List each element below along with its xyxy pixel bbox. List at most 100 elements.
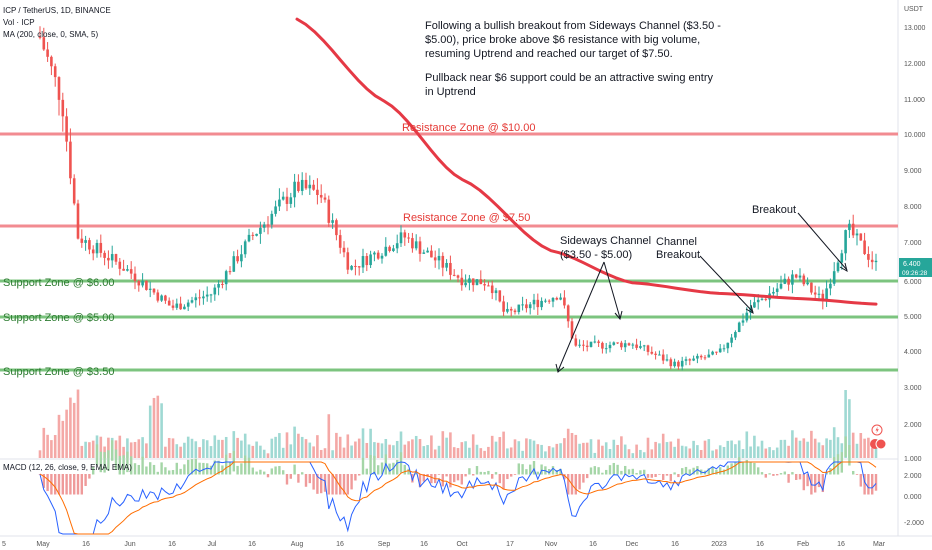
volume-legend[interactable]: Vol · ICP	[3, 18, 35, 27]
volume-bar	[749, 446, 752, 458]
candle-body	[547, 300, 551, 302]
candle-body	[620, 342, 623, 348]
candle-body	[570, 321, 574, 339]
macd-hist-bar	[658, 474, 661, 475]
price-tick-4: 4.000	[904, 349, 922, 356]
candle-body	[141, 280, 144, 286]
volume-bar	[775, 447, 779, 458]
note-line-4: Pullback near $6 support could be an att…	[425, 72, 713, 84]
candle-body	[540, 300, 543, 308]
price-tick-8: 8.000	[904, 204, 922, 211]
candle-body	[859, 233, 863, 241]
macd-hist-bar	[460, 474, 463, 485]
volume-bar	[612, 439, 616, 458]
candle-body	[255, 233, 258, 236]
candle-body	[506, 308, 509, 312]
macd-hist-bar	[80, 474, 83, 495]
earnings-event-icon-2[interactable]	[875, 438, 887, 450]
time-axis[interactable]: 5 May 16 Jun 16 Jul 16 Aug 16 Sep 16 Oct 17 Nov 16 Dec 1…	[2, 541, 886, 548]
macd-hist-bar	[437, 474, 441, 475]
candle-body	[608, 344, 612, 349]
macd-hist-bar	[247, 457, 251, 475]
macd-hist-bar	[749, 461, 752, 475]
candle-body	[376, 252, 380, 259]
volume-bar	[639, 449, 642, 458]
note-line-5: in Uptrend	[425, 86, 476, 98]
candle-body	[544, 300, 547, 302]
candle-body	[829, 283, 832, 289]
macd-hist-bar	[312, 474, 315, 490]
macd-hist-bar	[126, 451, 129, 473]
macd-hist-bar	[297, 474, 300, 483]
candle-body	[266, 224, 270, 226]
macd-axis[interactable]: 2.000 0.000 -2.000	[904, 473, 924, 527]
volume-bar	[696, 445, 699, 458]
macd-hist-bar	[589, 467, 593, 475]
price-axis[interactable]: USDT 13.000 12.000 11.000 10.000 9.000 8…	[904, 6, 926, 463]
macd-hist-bar	[764, 474, 767, 478]
volume-bar	[65, 409, 68, 458]
candle-body	[57, 77, 61, 100]
volume-bar	[521, 450, 524, 458]
current-price-badge[interactable]: 6.400 09:26:28	[899, 258, 932, 277]
macd-hist-bar	[190, 459, 194, 475]
volume-bar	[243, 433, 247, 458]
volume-bar	[726, 440, 730, 458]
macd-hist-bar	[768, 473, 771, 475]
candle-body	[426, 250, 429, 253]
ma-200-line	[295, 17, 878, 306]
macd-hist-bar	[50, 474, 53, 495]
macd-hist-bar	[274, 466, 277, 475]
candle-body	[338, 235, 342, 248]
volume-bar	[289, 444, 293, 458]
candle-body	[661, 354, 665, 361]
macd-hist-bar	[802, 474, 805, 491]
candle-body	[787, 278, 790, 285]
candle-body	[490, 285, 494, 294]
macd-hist-bar	[578, 474, 581, 490]
volume-bar	[517, 441, 521, 458]
macd-hist-bar	[236, 465, 239, 475]
volume-bar	[711, 450, 714, 458]
candle-body	[760, 298, 764, 300]
volume-bar	[870, 447, 874, 458]
macd-hist-bar	[529, 464, 532, 475]
macd-hist-bar	[635, 472, 638, 475]
candle-body	[145, 280, 148, 290]
volume-bar	[114, 440, 118, 458]
candle-body	[285, 196, 289, 204]
candle-body	[65, 116, 68, 142]
volume-bar	[753, 435, 756, 458]
volume-bar	[791, 430, 794, 458]
candle-body	[487, 285, 490, 287]
price-tick-10: 10.000	[904, 132, 926, 139]
candle-body	[528, 304, 532, 309]
candle-body	[684, 359, 688, 361]
volume-bar	[160, 403, 163, 458]
macd-legend[interactable]: MACD (12, 26, close, 9, EMA, EMA)	[3, 463, 132, 472]
volume-bar	[221, 439, 224, 458]
candle-body	[494, 290, 498, 294]
macd-hist-bar	[320, 474, 323, 494]
ma-legend[interactable]: MA (200, close, 0, SMA, 5)	[3, 30, 98, 39]
macd-hist-bar	[555, 470, 558, 475]
volume-bar	[179, 446, 182, 458]
candle-body	[133, 273, 137, 282]
volume-bar	[513, 439, 517, 458]
candle-body	[198, 297, 201, 299]
current-price-badge-bg	[899, 258, 932, 277]
macd-hist-bar	[464, 474, 467, 477]
volume-bar	[274, 436, 277, 458]
symbol-title[interactable]: ICP / TetherUS, 1D, BINANCE	[3, 6, 111, 15]
volume-bar	[426, 445, 429, 458]
macd-hist-bar	[111, 440, 114, 461]
candle-body	[601, 342, 604, 349]
volume-bar	[262, 449, 266, 458]
candle-body	[574, 338, 578, 346]
candle-body	[604, 348, 608, 350]
volume-bar	[118, 435, 122, 458]
event-markers[interactable]	[870, 424, 887, 450]
volume-bar	[99, 436, 103, 458]
volume-bar	[141, 437, 144, 458]
